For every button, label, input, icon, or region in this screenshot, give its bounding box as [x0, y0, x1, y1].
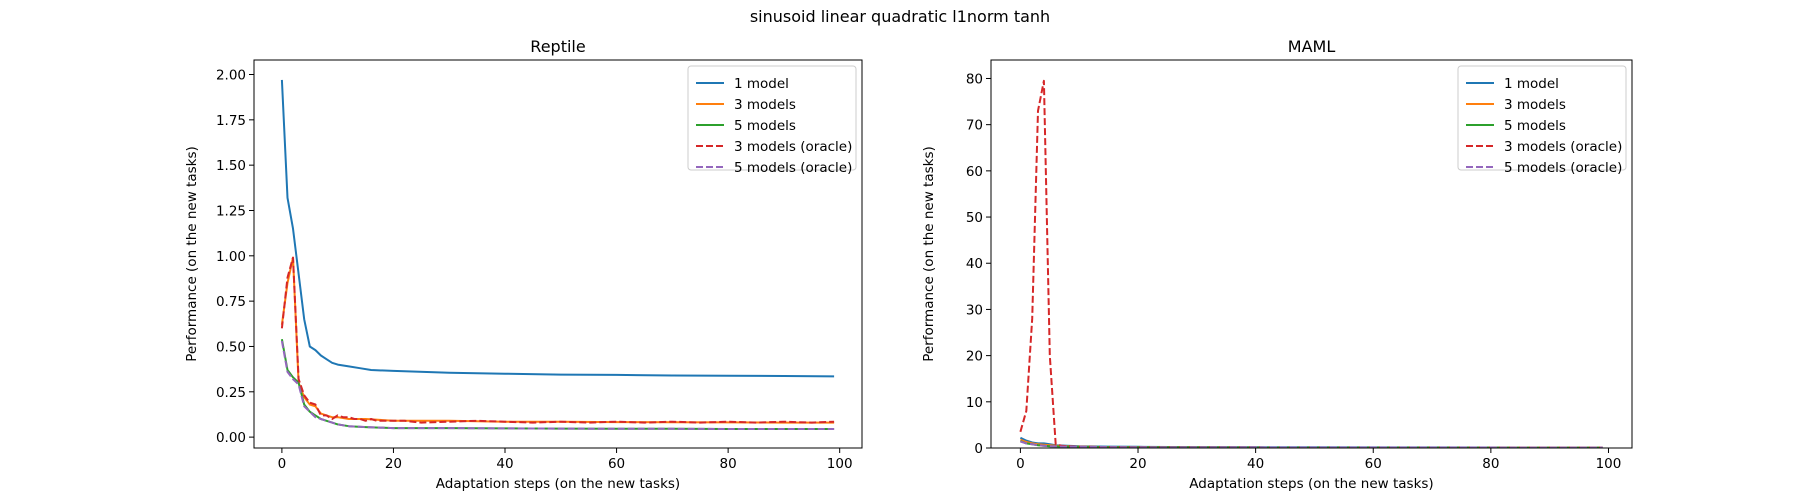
axis-ticks: 0 20 40 60 80 100 0 10 20 30 40 50 60 70 80: [966, 71, 1622, 472]
x-tick-label: 100: [1596, 456, 1622, 472]
subplot-maml: MAML Adaptation steps (on the new tasks)…: [921, 37, 1633, 492]
axes-frame: [253, 59, 863, 449]
y-tick-label: 1.00: [216, 249, 246, 265]
x-tick-label: 100: [827, 456, 853, 472]
x-tick-label: 80: [1482, 456, 1499, 472]
x-tick-label: 20: [385, 456, 402, 472]
axis-ticks: 0 20 40 60 80 100 0.00 0.25 0.50 0.75 1.00 1.25 1.50…: [216, 68, 853, 472]
subplot-title: MAML: [1288, 37, 1336, 56]
y-tick-label: 70: [966, 118, 983, 134]
series-line-1: [280, 256, 835, 424]
legend: 1 model 3 models 5 models 3 models (oracle)…: [1457, 65, 1627, 176]
x-axis-label: Adaptation steps (on the new tasks): [1189, 476, 1433, 492]
legend-label: 3 models (oracle): [1504, 139, 1622, 155]
legend-box: [1457, 65, 1627, 171]
series-line-2: [280, 339, 835, 430]
x-tick-label: 40: [1247, 456, 1264, 472]
y-tick-label: 50: [966, 210, 983, 226]
legend-label: 1 model: [734, 76, 789, 92]
y-tick-label: 40: [966, 256, 983, 272]
axes-frame: [990, 59, 1633, 449]
y-tick-label: 1.75: [216, 113, 246, 129]
series-line-4: [1020, 440, 1603, 448]
y-tick-label: 1.50: [216, 158, 246, 174]
y-tick-label: 0: [974, 441, 983, 457]
legend-label: 5 models (oracle): [734, 160, 852, 176]
y-tick-label: 0.25: [216, 385, 246, 401]
series-line-3: [280, 256, 835, 424]
legend-label: 1 model: [1504, 76, 1559, 92]
y-axis-label: Performance (on the new tasks): [184, 146, 200, 362]
x-tick-label: 80: [720, 456, 737, 472]
series-line-4: [280, 340, 835, 430]
legend-label: 3 models: [734, 97, 796, 113]
plot-area: [280, 79, 835, 430]
legend-label: 5 models: [1504, 118, 1566, 134]
y-tick-label: 80: [966, 71, 983, 87]
legend: 1 model 3 models 5 models 3 models (oracle)…: [687, 65, 857, 176]
y-tick-label: 10: [966, 395, 983, 411]
x-axis-label: Adaptation steps (on the new tasks): [436, 476, 680, 492]
series-line-0: [1019, 436, 1603, 448]
legend-label: 5 models (oracle): [1504, 160, 1622, 176]
x-tick-label: 20: [1129, 456, 1146, 472]
subplot-reptile: Reptile Adaptation steps (on the new tas…: [184, 37, 863, 492]
plot-area: [1019, 79, 1603, 448]
y-tick-label: 60: [966, 164, 983, 180]
legend-label: 5 models: [734, 118, 796, 134]
x-tick-label: 60: [1365, 456, 1382, 472]
y-tick-label: 20: [966, 349, 983, 365]
legend-box: [687, 65, 857, 171]
x-tick-label: 0: [278, 456, 287, 472]
y-tick-label: 0.50: [216, 339, 246, 355]
legend-label: 3 models (oracle): [734, 139, 852, 155]
y-tick-label: 30: [966, 302, 983, 318]
x-tick-label: 0: [1016, 456, 1025, 472]
series-line-0: [280, 79, 835, 378]
figure-suptitle: sinusoid linear quadratic l1norm tanh: [750, 7, 1050, 26]
y-axis-label: Performance (on the new tasks): [921, 146, 937, 362]
legend-label: 3 models: [1504, 97, 1566, 113]
x-tick-label: 40: [496, 456, 513, 472]
y-tick-label: 2.00: [216, 68, 246, 84]
subplot-title: Reptile: [530, 37, 585, 56]
y-tick-label: 0.00: [216, 430, 246, 446]
x-tick-label: 60: [608, 456, 625, 472]
y-tick-label: 1.25: [216, 203, 246, 219]
y-tick-label: 0.75: [216, 294, 246, 310]
